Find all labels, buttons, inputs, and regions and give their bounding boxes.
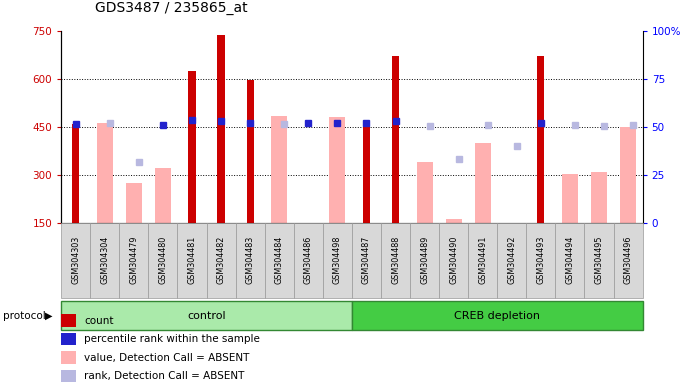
Text: GSM304481: GSM304481 [188, 236, 197, 284]
Text: GSM304479: GSM304479 [129, 236, 138, 285]
Bar [620, 127, 636, 223]
Bar [445, 219, 462, 223]
Text: GSM304483: GSM304483 [245, 236, 254, 284]
Text: GSM304486: GSM304486 [304, 236, 313, 284]
Text: GSM304484: GSM304484 [275, 236, 284, 284]
Text: GSM304482: GSM304482 [217, 236, 226, 284]
Text: ▶: ▶ [45, 311, 52, 321]
Text: GDS3487 / 235865_at: GDS3487 / 235865_at [95, 2, 248, 15]
Bar [218, 35, 224, 223]
Bar [363, 124, 370, 223]
Text: protocol: protocol [3, 311, 46, 321]
Text: control: control [187, 311, 226, 321]
Text: GSM304495: GSM304495 [594, 236, 603, 285]
Text: GSM304492: GSM304492 [507, 236, 516, 285]
Bar [475, 143, 491, 223]
Bar [247, 80, 254, 223]
Text: GSM304498: GSM304498 [333, 236, 342, 284]
Bar [97, 123, 113, 223]
Text: count: count [84, 316, 114, 326]
Bar [329, 117, 345, 223]
Bar [72, 124, 80, 223]
Text: GSM304489: GSM304489 [420, 236, 429, 284]
Bar [155, 168, 171, 223]
Text: percentile rank within the sample: percentile rank within the sample [84, 334, 260, 344]
Text: GSM304494: GSM304494 [566, 236, 575, 284]
Text: GSM304303: GSM304303 [71, 236, 80, 284]
Text: GSM304490: GSM304490 [449, 236, 458, 284]
Text: rank, Detection Call = ABSENT: rank, Detection Call = ABSENT [84, 371, 245, 381]
Text: GSM304493: GSM304493 [537, 236, 545, 284]
Bar [188, 71, 196, 223]
Bar [562, 174, 578, 223]
Text: CREB depletion: CREB depletion [454, 311, 540, 321]
Text: GSM304304: GSM304304 [101, 236, 109, 284]
Text: GSM304487: GSM304487 [362, 236, 371, 284]
Bar [591, 172, 607, 223]
Bar [126, 183, 142, 223]
Text: GSM304488: GSM304488 [391, 236, 400, 284]
Text: GSM304480: GSM304480 [158, 236, 167, 284]
Bar [271, 116, 287, 223]
Text: GSM304496: GSM304496 [624, 236, 632, 284]
Bar [392, 56, 399, 223]
Bar [537, 56, 545, 223]
Text: value, Detection Call = ABSENT: value, Detection Call = ABSENT [84, 353, 250, 362]
Bar [417, 162, 432, 223]
Text: GSM304491: GSM304491 [478, 236, 487, 284]
